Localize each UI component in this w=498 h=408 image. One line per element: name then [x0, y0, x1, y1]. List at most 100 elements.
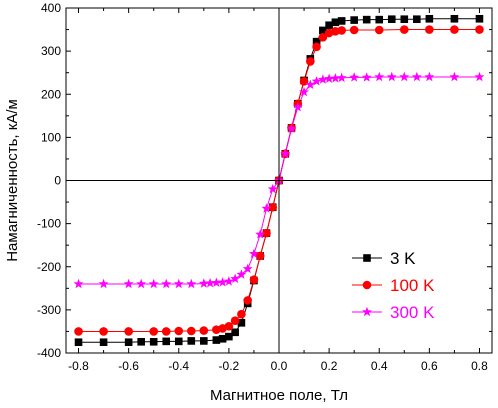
- data-point-3k: [400, 15, 409, 24]
- markers-layer: [73, 14, 485, 347]
- data-point-300k: [123, 278, 134, 289]
- data-point-300k: [474, 71, 485, 82]
- data-point-3k: [325, 21, 333, 30]
- data-point-300k: [324, 73, 335, 83]
- data-point-3k: [475, 14, 484, 23]
- y-tick-label: 0: [54, 174, 61, 188]
- y-tick-label: 200: [41, 87, 61, 101]
- data-point-3k: [413, 15, 421, 24]
- data-point-100k: [374, 25, 384, 35]
- data-point-3k: [174, 337, 183, 346]
- data-point-100k: [349, 25, 359, 35]
- data-point-3k: [124, 338, 133, 347]
- data-point-3k: [425, 14, 434, 23]
- data-point-3k: [225, 332, 233, 341]
- data-point-300k: [98, 278, 109, 289]
- data-point-300k: [399, 71, 410, 82]
- data-point-3k: [450, 14, 459, 23]
- legend-label-3k: 3 K: [390, 249, 416, 268]
- data-point-100k: [255, 251, 265, 261]
- data-point-100k: [124, 327, 133, 336]
- x-tick-label: -0.4: [168, 359, 189, 373]
- y-tick-label: -300: [37, 303, 61, 317]
- data-point-3k: [350, 16, 358, 24]
- data-point-300k: [261, 203, 272, 213]
- data-point-3k: [337, 17, 346, 25]
- data-point-3k: [137, 337, 145, 346]
- data-point-3k: [387, 15, 396, 24]
- legend-marker-3k: [363, 254, 371, 262]
- data-point-300k: [280, 148, 291, 158]
- data-point-100k: [306, 57, 315, 66]
- data-point-300k: [305, 79, 316, 89]
- data-point-300k: [217, 277, 228, 287]
- data-point-100k: [161, 327, 171, 336]
- y-tick-label: 100: [41, 130, 61, 144]
- data-point-100k: [475, 25, 484, 34]
- data-point-300k: [136, 278, 147, 289]
- data-point-300k: [317, 74, 328, 84]
- data-point-3k: [99, 338, 108, 347]
- y-tick-label: 300: [41, 44, 61, 58]
- data-point-300k: [198, 278, 209, 288]
- y-axis-label: Намагниченность, кА/м: [4, 99, 21, 262]
- data-point-300k: [223, 276, 234, 286]
- x-tick-label: 0.0: [271, 359, 288, 373]
- data-point-3k: [74, 338, 83, 347]
- data-point-3k: [162, 337, 171, 346]
- x-tick-label: 0.4: [371, 359, 388, 373]
- y-tick-label: -200: [37, 260, 61, 274]
- data-point-100k: [186, 326, 196, 336]
- legend: 3 K 100 K 300 K: [352, 249, 435, 322]
- data-point-3k: [319, 26, 327, 35]
- data-point-3k: [200, 337, 208, 345]
- data-point-300k: [249, 248, 259, 259]
- data-point-300k: [361, 72, 372, 82]
- y-tick-label: -400: [37, 346, 61, 360]
- data-point-300k: [73, 278, 84, 289]
- data-point-300k: [267, 183, 278, 194]
- data-point-100k: [237, 309, 246, 319]
- data-point-300k: [148, 278, 159, 289]
- data-point-100k: [249, 275, 259, 284]
- y-tick-label: 400: [41, 1, 61, 15]
- data-point-300k: [242, 263, 253, 274]
- x-tick-label: 0.6: [421, 359, 438, 373]
- legend-marker-100k: [362, 280, 372, 290]
- data-point-100k: [230, 316, 240, 325]
- data-point-300k: [286, 123, 297, 133]
- data-point-100k: [149, 327, 159, 336]
- data-point-3k: [212, 336, 221, 344]
- data-point-300k: [349, 72, 360, 82]
- legend-label-300k: 300 K: [390, 303, 435, 322]
- data-point-100k: [199, 326, 209, 335]
- legend-label-100k: 100 K: [390, 276, 435, 295]
- x-tick-label: 0.8: [471, 359, 488, 373]
- data-point-300k: [330, 73, 341, 83]
- data-point-100k: [312, 42, 321, 52]
- data-point-300k: [205, 277, 216, 288]
- data-point-100k: [224, 321, 234, 331]
- data-point-100k: [450, 25, 459, 34]
- data-point-300k: [336, 72, 347, 83]
- y-tick-label: -100: [37, 217, 61, 231]
- data-point-300k: [386, 71, 397, 82]
- data-point-100k: [331, 26, 340, 36]
- data-point-300k: [186, 278, 197, 289]
- data-point-100k: [268, 202, 278, 212]
- x-tick-label: 0.2: [321, 359, 338, 373]
- x-tick-label: -0.6: [118, 359, 139, 373]
- data-point-100k: [99, 327, 108, 336]
- data-point-300k: [311, 76, 322, 86]
- data-point-100k: [74, 327, 83, 336]
- data-point-3k: [187, 337, 196, 345]
- data-point-100k: [318, 33, 328, 42]
- data-point-3k: [362, 15, 371, 24]
- data-point-300k: [173, 278, 184, 289]
- data-point-3k: [149, 337, 158, 346]
- data-point-300k: [211, 277, 222, 287]
- data-point-300k: [449, 71, 460, 82]
- data-point-300k: [161, 278, 172, 289]
- data-point-100k: [174, 326, 184, 336]
- x-tick-label: -0.8: [68, 359, 89, 373]
